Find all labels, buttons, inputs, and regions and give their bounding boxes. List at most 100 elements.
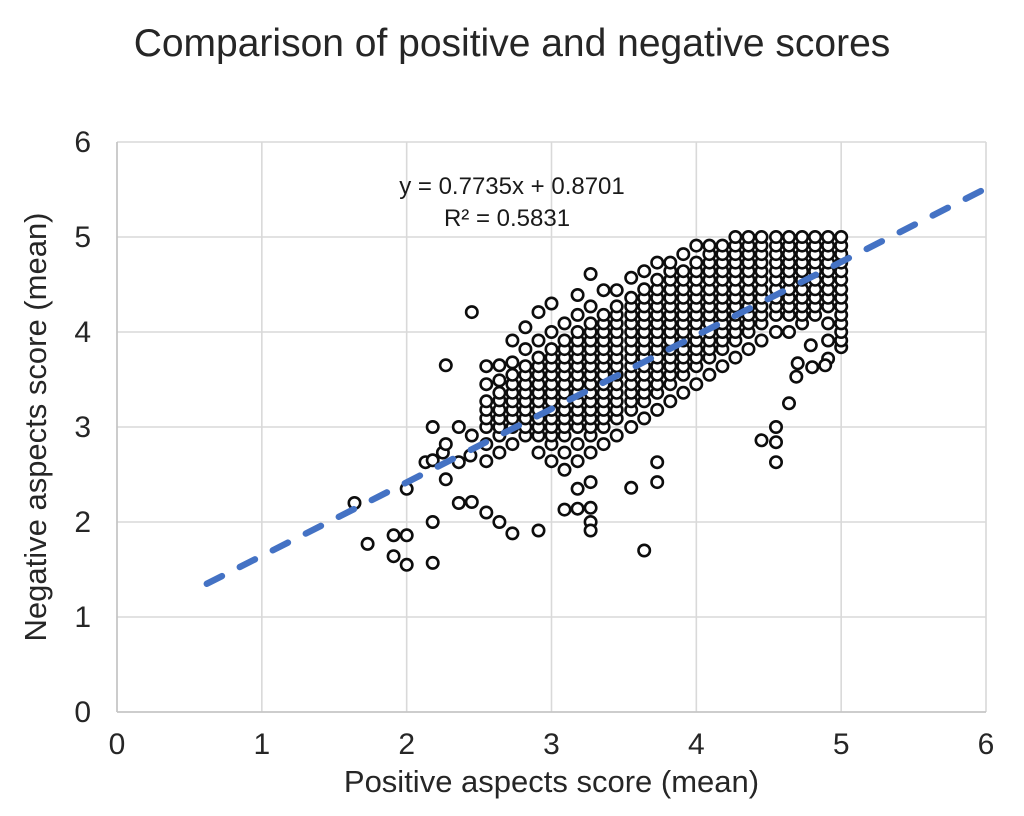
data-point (399, 528, 414, 543)
data-point (663, 255, 678, 270)
data-point (805, 360, 820, 375)
data-point (741, 230, 756, 245)
data-point (803, 338, 818, 353)
trendline (203, 185, 990, 587)
data-point (821, 316, 836, 331)
data-point (425, 453, 440, 468)
data-point (544, 324, 559, 339)
data-point (544, 454, 559, 469)
data-point (689, 255, 704, 270)
data-point (425, 419, 440, 434)
x-tick-label: 5 (833, 728, 850, 761)
data-point (818, 358, 833, 373)
data-point (821, 230, 836, 245)
data-point (637, 543, 652, 558)
data-point (834, 230, 849, 245)
axis-lines (116, 142, 986, 713)
data-point (768, 435, 783, 450)
y-tick-label: 6 (74, 126, 91, 159)
data-point (505, 355, 520, 370)
data-point (518, 320, 533, 335)
data-point (624, 270, 639, 285)
trendline-equation-label: y = 0.7735x + 0.8701 (399, 173, 625, 200)
data-point (650, 255, 665, 270)
data-point (702, 367, 717, 382)
trendline-dashed (203, 185, 990, 587)
data-point (609, 299, 624, 314)
data-point (781, 230, 796, 245)
data-point (531, 445, 546, 460)
tick-labels: 0 1 2 3 4 5 6 0 1 2 3 4 5 6 (74, 126, 994, 761)
data-point (754, 333, 769, 348)
data-point (650, 475, 665, 490)
data-point (464, 428, 479, 443)
data-points (347, 230, 849, 572)
x-tick-label: 3 (543, 728, 560, 761)
y-tick-label: 2 (74, 506, 91, 539)
data-point (438, 358, 453, 373)
data-point (650, 402, 665, 417)
data-point (754, 230, 769, 245)
data-point (728, 350, 743, 365)
data-point (451, 495, 466, 510)
data-point (650, 272, 665, 287)
y-tick-label: 1 (74, 601, 91, 634)
data-point (689, 377, 704, 392)
data-point (583, 299, 598, 314)
data-point (505, 333, 520, 348)
data-point (768, 324, 783, 339)
x-tick-label: 2 (398, 728, 415, 761)
data-point (492, 445, 507, 460)
data-point (808, 230, 823, 245)
data-point (583, 500, 598, 515)
data-point (360, 536, 375, 551)
data-point (544, 296, 559, 311)
data-point (821, 333, 836, 348)
data-point (637, 282, 652, 297)
data-point (624, 290, 639, 305)
data-point (676, 385, 691, 400)
data-point (557, 445, 572, 460)
x-tick-label: 6 (978, 728, 995, 761)
data-point (768, 455, 783, 470)
y-tick-label: 4 (74, 316, 91, 349)
data-point (570, 454, 585, 469)
data-point (492, 358, 507, 373)
data-point (518, 359, 533, 374)
data-point (676, 247, 691, 262)
data-point (583, 266, 598, 281)
data-point (790, 356, 805, 371)
data-point (689, 238, 704, 253)
data-point (570, 287, 585, 302)
data-point (624, 480, 639, 495)
data-point (479, 394, 494, 409)
data-point (492, 385, 507, 400)
data-point (570, 324, 585, 339)
data-point (715, 359, 730, 374)
data-point (596, 307, 611, 322)
data-point (425, 514, 440, 529)
data-point (715, 238, 730, 253)
data-point (583, 475, 598, 490)
data-point (609, 428, 624, 443)
data-point (492, 373, 507, 388)
data-point (650, 455, 665, 470)
data-point (479, 359, 494, 374)
data-point (464, 494, 479, 509)
data-point (570, 437, 585, 452)
data-point (557, 502, 572, 517)
data-point (479, 454, 494, 469)
data-point (728, 230, 743, 245)
y-tick-label: 3 (74, 411, 91, 444)
data-point (438, 437, 453, 452)
x-tick-label: 0 (109, 728, 126, 761)
data-point (557, 462, 572, 477)
data-point (637, 264, 652, 279)
data-point (531, 305, 546, 320)
data-point (795, 230, 810, 245)
data-point (663, 394, 678, 409)
data-point (557, 316, 572, 331)
data-point (479, 377, 494, 392)
data-point (781, 324, 796, 339)
